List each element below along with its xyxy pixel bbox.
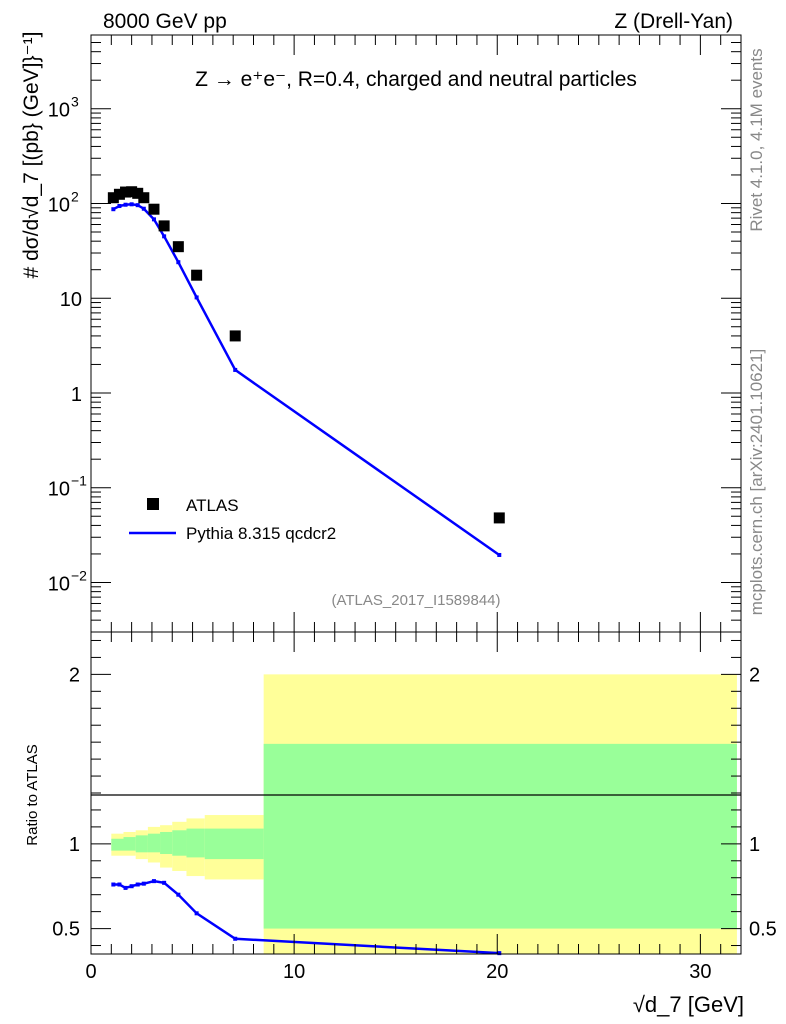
main-series [107,186,505,557]
pythia-point [176,260,181,265]
chart-title: Z → e⁺e⁻, R=0.4, charged and neutral par… [195,68,637,91]
y-tick-exponent: 2 [71,188,79,204]
ratio-series [111,879,502,956]
legend-atlas-label: ATLAS [186,496,239,515]
pythia-point [194,295,199,300]
x-tick-label: 20 [486,961,508,983]
y-axis-title: # dσ/d√d_7 [(pb} (GeV]}⁻¹] [20,32,43,279]
y-tick-label: 1 [71,384,82,406]
atlas-data-point [148,203,160,215]
legend: ATLAS Pythia 8.315 qcdcr2 [129,496,336,543]
pythia-point [151,217,156,222]
main-axis-ticks [90,34,742,633]
y-tick-label: 10 [48,100,70,122]
ratio-pythia-point [497,951,502,956]
ratio-pythia-point [123,885,128,890]
mcplots-label: mcplots.cern.ch [arXiv:2401.10621] [747,349,766,615]
x-tick-label: 10 [283,961,305,983]
stat-band [147,833,161,853]
y-tick-label: 10 [48,573,70,595]
pythia-point [129,202,134,207]
pythia-point [111,207,116,212]
y-tick-exponent: −1 [71,473,87,489]
pythia-point [123,202,128,207]
x-axis-title: √d_7 [GeV] [633,992,744,1017]
analysis-id: (ATLAS_2017_I1589844) [331,592,500,609]
ratio-pythia-point [129,884,134,889]
rivet-version-label: Rivet 4.1.0, 4.1M events [747,48,766,231]
ratio-tick-label-right: 0.5 [749,919,777,941]
ratio-axis-ticks [90,632,742,954]
ratio-pythia-point [135,882,140,887]
ratio-pythia-point [117,882,122,887]
y-tick-exponent: −2 [71,567,87,583]
atlas-data-point [229,330,241,342]
x-tick-label: 0 [85,961,96,983]
ratio-pythia-point [151,879,156,884]
atlas-data-point [138,192,150,204]
ratio-pythia-point [194,911,199,916]
atlas-data-point [172,241,184,253]
pythia-point [117,204,122,209]
x-tick-label: 30 [689,961,711,983]
header-left: 8000 GeV pp [103,10,227,33]
ratio-y-tick-labels: 0.5 0.5 1 1 2 2 [52,664,777,940]
pythia-point [141,206,146,211]
atlas-data-point [158,220,170,232]
ratio-tick-label: 2 [69,664,80,686]
atlas-data-point [113,188,125,200]
atlas-data-point [120,186,132,198]
ratio-pythia-point [162,880,167,885]
header-right: Z (Drell-Yan) [614,10,733,33]
ratio-tick-label-right: 2 [749,664,760,686]
stat-band [186,828,205,858]
stat-band [160,831,173,855]
atlas-data-point [132,187,144,199]
ratio-tick-label: 1 [69,834,80,856]
atlas-data-point [126,186,138,198]
legend-atlas-marker [147,498,159,510]
y-tick-label: 10 [48,194,70,216]
ratio-tick-label-right: 1 [749,834,760,856]
stat-band [263,743,737,929]
stat-band [123,837,136,851]
stat-band [172,830,187,856]
pythia-line [112,203,500,557]
legend-pythia-label: Pythia 8.315 qcdcr2 [186,524,336,543]
ratio-uncertainty-bands [111,674,737,954]
ratio-pythia-point [111,882,116,887]
ratio-pythia-point [141,881,146,886]
pythia-point [497,552,502,557]
pythia-point [135,203,140,208]
y-tick-exponent: 3 [71,94,79,110]
x-tick-labels: 0 10 20 30 [85,961,711,983]
atlas-data-point [191,269,203,281]
y-tick-label: 10 [48,479,70,501]
y-tick-label: 10 [60,289,82,311]
ratio-panel: 0.5 0.5 1 1 2 2 0 10 20 30 Ratio to ATLAS √d_7 [… [24,631,777,1017]
atlas-data-point [493,512,505,524]
pythia-point [233,367,238,372]
ratio-y-axis-title: Ratio to ATLAS [24,744,41,845]
atlas-data-point [107,192,119,204]
y-axis-title-text: # dσ/d√d_7 [(pb} (GeV]}⁻¹] [20,32,43,279]
stat-band [111,838,124,851]
ratio-tick-label: 0.5 [52,919,80,941]
stat-band [204,828,264,860]
ratio-pythia-point [233,936,238,941]
stat-band [135,835,148,853]
pythia-point [162,234,167,239]
ratio-pythia-point [176,892,181,897]
